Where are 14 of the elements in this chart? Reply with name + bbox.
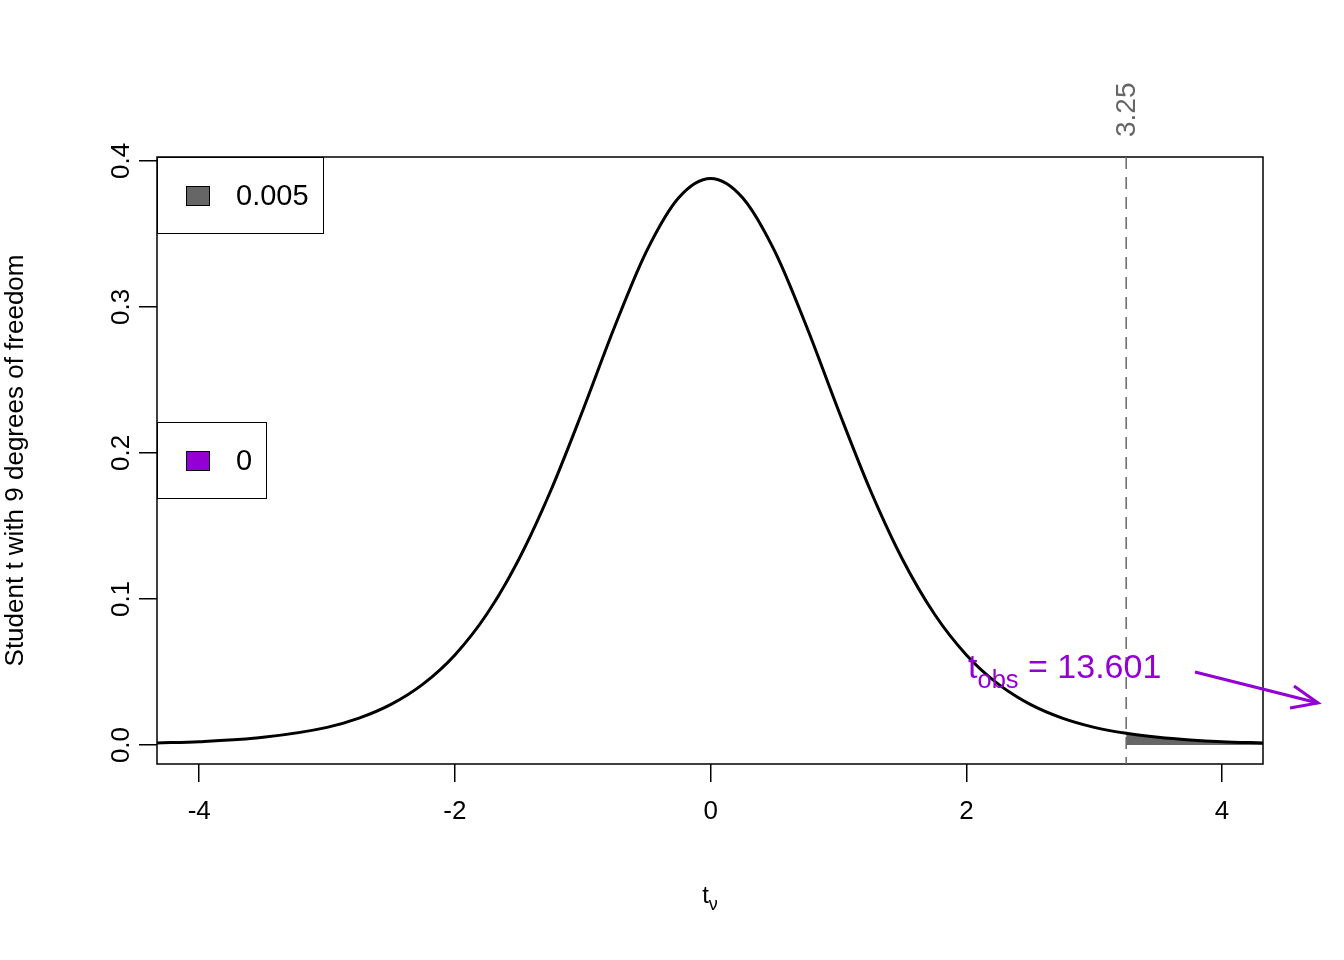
- x-tick-label: 2: [959, 794, 974, 825]
- ref-line-label: 3.25: [1110, 82, 1142, 137]
- x-tick-label: 4: [1214, 794, 1230, 825]
- legend-label: 0: [236, 444, 253, 477]
- y-tick-label: 0.4: [105, 142, 135, 180]
- y-tick-label: 0.0: [105, 726, 135, 764]
- y-tick-label: 0.2: [105, 434, 135, 472]
- x-tick-label: 0: [703, 794, 718, 825]
- legend-label: 0.005: [236, 179, 309, 212]
- y-tick-label: 0.1: [105, 580, 135, 618]
- y-tick-label: 0.3: [105, 288, 135, 326]
- x-tick-label: -4: [187, 794, 211, 825]
- x-tick-label: -2: [443, 794, 467, 825]
- y-axis-title: Student t with 9 degrees of freedom: [0, 254, 29, 667]
